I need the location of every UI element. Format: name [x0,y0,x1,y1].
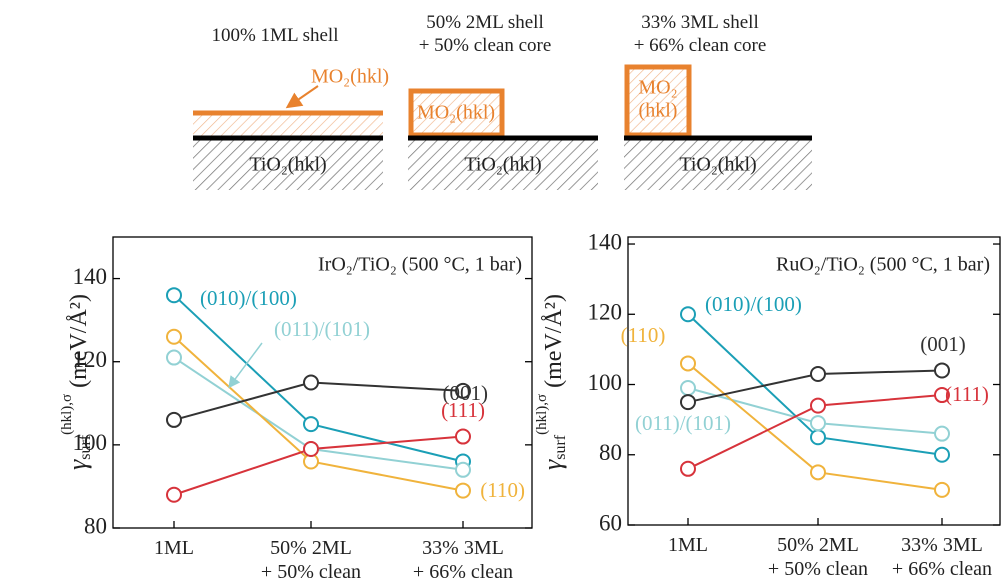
data-point [810,464,826,481]
chart-title: IrO₂/TiO₂ (500 °C, 1 bar) [318,254,522,276]
series-label: (111) [945,382,989,406]
data-point [680,380,696,397]
y-label-superscript: (hkl),σ [534,394,550,435]
series-label: (011)/(101) [274,317,370,341]
series-label: (011)/(101) [635,411,731,435]
x-tick-label: 33% 3ML + 66% clean [412,537,514,583]
y-label-subscript: surf [552,434,569,460]
data-point [455,461,471,478]
shell-label: MO₂ [638,77,677,99]
y-tick-label: 120 [588,300,623,325]
data-point [934,425,950,442]
substrate-label: TiO₂(hkl) [249,154,326,176]
y-tick-label: 80 [599,440,622,465]
data-point [303,416,319,433]
y-label-superscript: (hkl),σ [59,394,75,435]
series-label: (110) [480,478,525,502]
shell [193,114,383,136]
series-label: (010)/(100) [705,292,802,316]
x-tick-label: 50% 2ML + 50% clean [260,537,362,583]
panel-heading: 100% 1ML shell [211,25,339,46]
chart: 60 80 100 120 140 RuO₂/TiO₂ (500 °C, 1 bar) γs… [534,229,1001,535]
data-point [810,429,826,446]
series-line [173,381,464,421]
data-point [455,382,471,399]
series-label: (001) [443,381,489,405]
data-point [680,355,696,372]
y-label-unit: (meV/Å²) [541,294,567,388]
data-point [934,387,950,404]
panel-heading: 50% 2ML shell + 50% clean core [418,12,552,56]
series-line [173,435,464,496]
data-point [166,486,182,503]
shell-label: MO₂(hkl) [311,66,389,88]
data-point [810,397,826,414]
data-point [934,481,950,498]
series-label: (001) [920,332,966,356]
chart-title: RuO₂/TiO₂ (500 °C, 1 bar) [776,254,990,276]
substrate [624,140,812,190]
series-label: (110) [621,323,666,347]
plot-frame [627,236,1001,526]
panel-heading: 33% 3ML shell + 66% clean core [633,12,767,56]
label-arrow [228,342,263,389]
series-line [173,356,464,471]
arrow [285,85,319,109]
data-point [810,365,826,382]
substrate [193,140,383,190]
y-axis-label: γsurf(hkl),σ (meV/Å²) [59,294,93,470]
x-tick-label: 33% 3ML + 66% clean [891,534,993,580]
series-label: (111) [441,398,485,422]
data-point [810,415,826,432]
y-axis-label: γsurf(hkl),σ (meV/Å²) [534,294,568,470]
data-point [166,328,182,345]
y-tick-label: 120 [73,347,108,372]
x-tick-label: 1ML [154,537,194,559]
data-point [934,446,950,463]
data-point [680,394,696,411]
series-line [173,336,464,492]
plot-frame [112,236,533,529]
y-label-unit: (meV/Å²) [66,294,92,388]
substrate [408,140,598,190]
series-label: (010)/(100) [200,286,297,310]
y-tick-label: 100 [73,430,108,455]
data-point [166,287,182,304]
chart: 80 100 120 140 IrO₂/TiO₂ (500 °C, 1 bar) γsur… [59,236,533,538]
data-point [303,441,319,458]
data-point [303,374,319,391]
schematic: MO₂(hkl) TiO₂(hkl) MO₂(hkl) TiO₂(hkl) MO… [193,64,812,190]
shell-label: MO₂(hkl) [417,102,495,124]
data-point [455,428,471,445]
y-tick-label: 100 [588,370,623,395]
data-point [934,362,950,379]
y-tick-label: 140 [73,264,108,289]
y-label-symbol: γ [538,459,567,470]
shell-label: (hkl) [639,100,678,122]
data-point [455,482,471,499]
data-point [680,306,696,323]
substrate-label: TiO₂(hkl) [464,154,541,176]
x-tick-label: 1ML [668,534,708,556]
y-tick-label: 80 [84,513,107,538]
y-label-subscript: surf [77,434,94,460]
data-point [166,411,182,428]
data-point [680,460,696,477]
y-tick-label: 140 [588,229,623,254]
y-tick-label: 60 [599,510,622,535]
y-label-symbol: γ [63,459,92,470]
data-point [166,349,182,366]
shell [624,64,692,138]
shell [408,88,505,138]
x-tick-label: 50% 2ML + 50% clean [767,534,869,580]
substrate-label: TiO₂(hkl) [679,154,756,176]
